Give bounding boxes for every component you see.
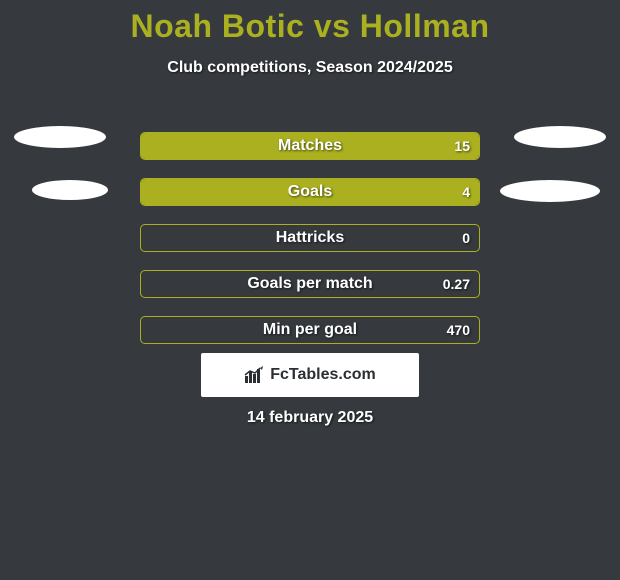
stat-row: Hattricks0	[0, 215, 620, 261]
footer-date: 14 february 2025	[0, 409, 620, 427]
stat-bar-bg	[140, 132, 480, 160]
stat-value-right: 4	[462, 178, 470, 206]
stat-bar-bg	[140, 270, 480, 298]
stat-value-right: 15	[454, 132, 470, 160]
page-subtitle: Club competitions, Season 2024/2025	[0, 59, 620, 77]
stat-row: Min per goal470	[0, 307, 620, 353]
bars-icon	[244, 366, 266, 384]
stat-bar-fill	[141, 179, 479, 205]
comparison-chart: Matches15Goals4Hattricks0Goals per match…	[0, 123, 620, 353]
stat-value-right: 0.27	[443, 270, 470, 298]
page-title: Noah Botic vs Hollman	[0, 0, 620, 45]
branding-box: FcTables.com	[201, 353, 419, 397]
stat-row: Matches15	[0, 123, 620, 169]
stat-bar-bg	[140, 316, 480, 344]
stat-value-right: 470	[447, 316, 470, 344]
branding-text: FcTables.com	[270, 366, 376, 384]
stat-bar-bg	[140, 178, 480, 206]
root: Noah Botic vs Hollman Club competitions,…	[0, 0, 620, 580]
stat-row: Goals per match0.27	[0, 261, 620, 307]
stat-bar-bg	[140, 224, 480, 252]
stat-bar-fill	[141, 133, 479, 159]
stat-value-right: 0	[462, 224, 470, 252]
stat-row: Goals4	[0, 169, 620, 215]
